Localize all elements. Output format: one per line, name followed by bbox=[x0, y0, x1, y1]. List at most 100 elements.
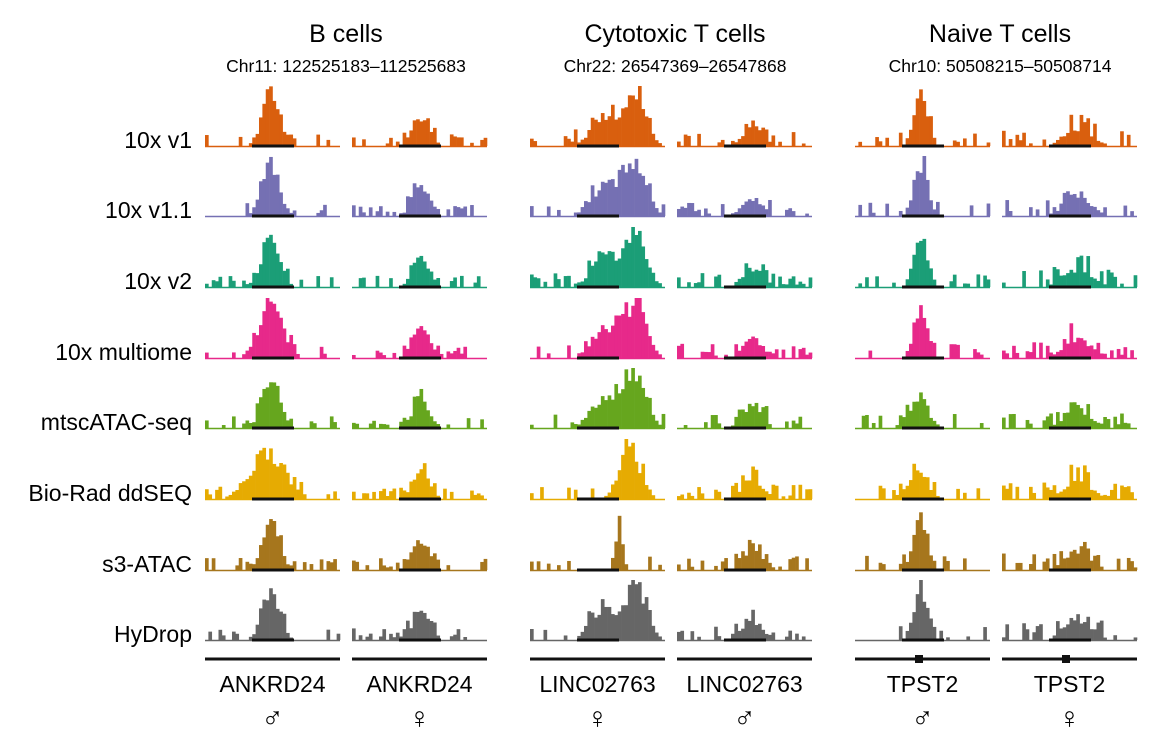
coverage-bar bbox=[289, 565, 294, 570]
coverage-bar bbox=[778, 141, 782, 146]
coverage-bar bbox=[1002, 130, 1006, 146]
coverage-bar bbox=[252, 332, 256, 358]
coverage-bar bbox=[429, 416, 434, 428]
coverage-bar bbox=[573, 129, 578, 146]
coverage-bar bbox=[563, 635, 568, 640]
coverage-bar bbox=[697, 209, 701, 216]
coverage-bar bbox=[915, 98, 920, 146]
coverage-bar bbox=[255, 133, 260, 146]
coverage-bar bbox=[932, 342, 937, 358]
coverage-bar bbox=[292, 561, 297, 570]
coverage-bar bbox=[416, 119, 420, 146]
coverage-bar bbox=[611, 251, 615, 287]
coverage-bar bbox=[764, 633, 769, 640]
coverage-bar bbox=[1002, 350, 1006, 358]
coverage-bar bbox=[654, 632, 659, 640]
coverage-bar bbox=[597, 332, 602, 358]
coverage-bar bbox=[466, 418, 471, 428]
coverage-bar bbox=[687, 558, 691, 570]
coverage-bar bbox=[1052, 485, 1057, 499]
coverage-bar bbox=[648, 117, 652, 146]
coverage-bar bbox=[433, 279, 437, 287]
coverage-bar bbox=[597, 404, 602, 428]
coverage-bar bbox=[352, 491, 356, 499]
coverage-bar bbox=[805, 558, 809, 570]
coverage-bar bbox=[1042, 139, 1047, 146]
sex-symbol: ♂ bbox=[733, 702, 756, 735]
coverage-bar bbox=[895, 425, 900, 428]
coverage-bar bbox=[1025, 419, 1030, 428]
coverage-bar bbox=[614, 315, 619, 358]
coverage-bar bbox=[801, 347, 806, 358]
coverage-bar bbox=[714, 276, 718, 287]
coverage-bar bbox=[627, 163, 632, 216]
coverage-bar bbox=[262, 311, 267, 358]
coverage-bar bbox=[252, 634, 256, 640]
coverage-bar bbox=[1039, 624, 1043, 640]
coverage-bar bbox=[436, 559, 441, 570]
coverage-bar bbox=[375, 275, 380, 287]
peak-region-marker bbox=[1049, 568, 1091, 572]
coverage-bar bbox=[1069, 617, 1074, 640]
coverage-bar bbox=[1056, 412, 1060, 428]
coverage-bar bbox=[584, 417, 588, 428]
coverage-bar bbox=[604, 606, 608, 640]
coverage-bar bbox=[720, 561, 725, 570]
coverage-bar bbox=[476, 276, 481, 287]
coverage-bar bbox=[607, 492, 612, 499]
coverage-track bbox=[1002, 402, 1137, 430]
coverage-bar bbox=[627, 316, 632, 358]
coverage-bar bbox=[1066, 486, 1070, 499]
coverage-bar bbox=[248, 423, 253, 428]
coverage-bar bbox=[774, 349, 779, 358]
coverage-bar bbox=[798, 416, 803, 428]
coverage-bar bbox=[242, 280, 246, 287]
coverage-track bbox=[530, 439, 665, 501]
coverage-bar bbox=[1086, 404, 1091, 428]
peak-region-marker bbox=[902, 356, 944, 360]
coverage-bar bbox=[1062, 275, 1067, 287]
coverage-bar bbox=[724, 558, 728, 570]
peak-region-marker bbox=[902, 497, 944, 501]
coverage-bar bbox=[279, 192, 283, 216]
coverage-bar bbox=[483, 137, 488, 146]
coverage-bar bbox=[235, 633, 240, 640]
coverage-bar bbox=[808, 352, 813, 358]
coverage-bar bbox=[754, 269, 759, 287]
coverage-bar bbox=[272, 303, 277, 358]
peak-region-marker bbox=[577, 497, 619, 501]
coverage-bar bbox=[744, 123, 749, 146]
coverage-bar bbox=[577, 282, 581, 287]
coverage-bar bbox=[1113, 635, 1118, 640]
coverage-bar bbox=[737, 630, 742, 640]
coverage-bar bbox=[690, 631, 695, 640]
coverage-bar bbox=[402, 212, 407, 216]
coverage-bar bbox=[785, 209, 789, 216]
coverage-bar bbox=[422, 261, 427, 287]
coverage-bar bbox=[476, 493, 481, 499]
coverage-bar bbox=[634, 99, 639, 146]
coverage-bar bbox=[205, 420, 209, 428]
coverage-bar bbox=[627, 95, 632, 146]
coverage-bar bbox=[1079, 481, 1084, 499]
coverage-bar bbox=[654, 208, 659, 216]
coverage-bar bbox=[808, 489, 813, 499]
coverage-bar bbox=[205, 283, 209, 287]
coverage-bar bbox=[409, 416, 414, 428]
coverage-bar bbox=[269, 448, 273, 499]
coverage-bar bbox=[697, 487, 701, 499]
coverage-bar bbox=[680, 343, 685, 358]
coverage-bar bbox=[734, 482, 739, 499]
coverage-bar bbox=[925, 533, 930, 570]
coverage-bar bbox=[617, 169, 622, 216]
coverage-bar bbox=[976, 274, 981, 287]
coverage-bar bbox=[744, 263, 749, 287]
coverage-bar bbox=[419, 255, 424, 287]
peak-region-marker bbox=[1049, 356, 1091, 360]
coverage-bar bbox=[279, 262, 283, 287]
coverage-bar bbox=[885, 203, 890, 216]
coverage-bar bbox=[546, 563, 551, 570]
coverage-bar bbox=[326, 139, 331, 146]
coverage-bar bbox=[272, 382, 277, 428]
coverage-bar bbox=[741, 345, 745, 358]
